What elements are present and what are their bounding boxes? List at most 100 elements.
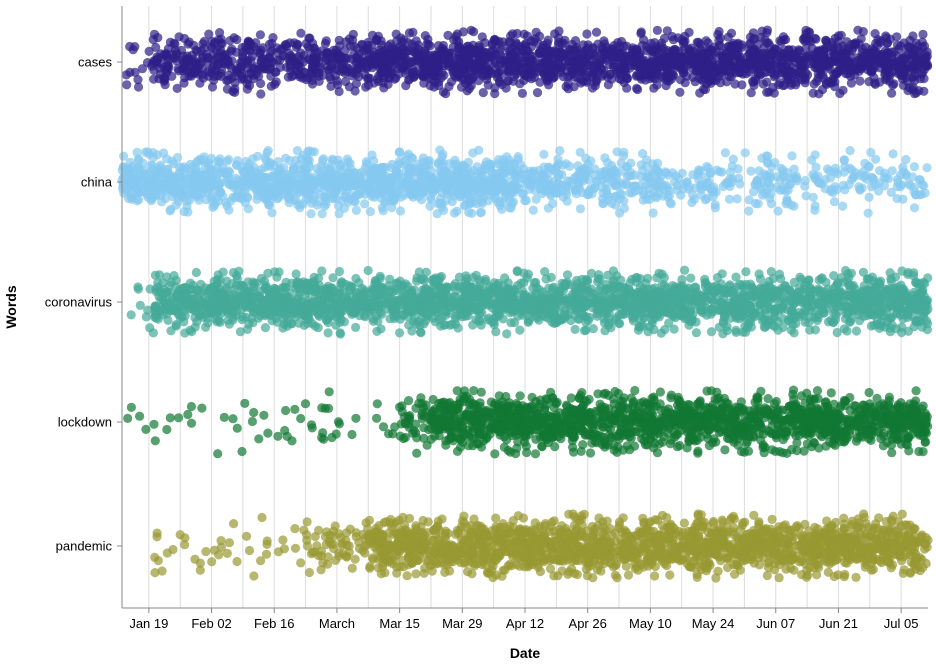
point-china [468,176,478,186]
point-cases [632,45,642,55]
point-cases [515,79,525,89]
point-cases [880,67,890,78]
point-cases [194,69,204,79]
point-china [626,167,636,177]
point-china [740,148,750,158]
point-cases [189,40,199,50]
point-cases [850,39,861,50]
point-cases [207,82,218,92]
point-china [548,198,558,209]
point-china [553,172,563,182]
point-coronavirus [126,310,136,320]
point-china [791,171,802,181]
point-cases [675,87,685,97]
point-china [756,184,766,194]
point-china [242,192,252,202]
point-cases [176,45,187,56]
point-china [887,166,897,176]
point-cases [650,38,660,48]
point-cases [281,39,291,50]
point-china [523,178,533,188]
point-cases [887,88,897,98]
point-china [275,167,285,177]
point-cases [172,83,182,93]
point-cases [322,62,332,72]
point-cases [507,29,518,39]
point-cases [434,80,444,91]
point-china [357,167,367,177]
point-cases [369,78,379,88]
point-china [289,195,299,205]
point-china [695,166,706,176]
point-china [129,169,139,179]
point-cases [737,80,747,90]
point-cases [639,35,649,45]
point-cases [892,40,903,50]
point-coronavirus [686,273,696,283]
point-cases [244,45,255,55]
point-cases [229,33,239,43]
point-china [762,171,772,181]
data-points [117,25,933,583]
point-cases [161,48,171,59]
point-cases [411,36,421,46]
point-cases [723,64,734,74]
point-china [687,197,697,208]
point-china [493,197,503,207]
point-cases [692,53,702,63]
point-cases [191,59,201,69]
point-china [614,208,625,218]
point-cases [520,71,531,81]
point-cases [455,67,465,77]
point-china [189,184,199,194]
point-china [203,182,213,192]
point-china [617,166,627,176]
point-cases [812,76,822,86]
point-china [746,166,756,176]
point-cases [460,53,470,63]
point-cases [905,35,915,45]
point-cases [206,68,216,78]
point-cases [483,80,493,90]
point-cases [180,72,190,83]
point-china [330,189,340,199]
point-cases [675,53,685,63]
point-cases [174,66,184,76]
point-china [351,205,361,215]
point-cases [403,46,413,56]
point-cases [181,61,191,71]
point-coronavirus [148,328,158,338]
point-cases [144,46,154,57]
point-cases [530,34,540,44]
point-china [133,181,143,191]
point-cases [478,69,488,79]
point-cases [509,63,519,73]
point-china [197,174,207,184]
point-china [830,163,841,173]
point-china [664,190,675,200]
point-china [296,154,306,164]
point-china [250,174,260,184]
point-china [826,186,836,196]
point-cases [791,80,801,90]
point-china [901,169,911,179]
point-china [433,199,443,209]
point-china [864,192,874,202]
point-china [470,193,480,203]
point-cases [153,33,163,43]
point-china [258,187,269,197]
point-china [626,158,636,168]
point-cases [433,57,443,67]
point-china [543,175,554,185]
point-china [119,182,129,192]
point-china [909,162,920,172]
point-cases [748,77,759,87]
point-china [616,189,627,199]
point-china [478,165,488,175]
point-cases [557,39,567,49]
point-china [395,206,406,216]
point-cases [896,59,906,69]
point-china [539,149,549,159]
point-cases [754,61,764,71]
